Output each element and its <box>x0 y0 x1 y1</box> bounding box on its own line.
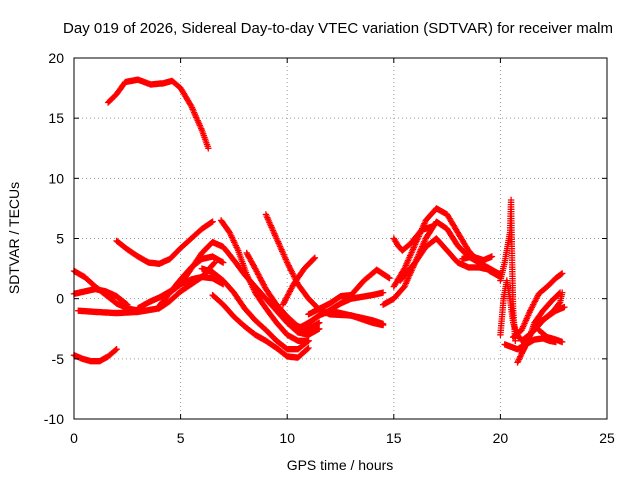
data-point-markers <box>305 266 393 318</box>
data-point-markers <box>217 217 312 344</box>
y-axis-label: SDTVAR / TECUs <box>6 182 22 294</box>
series-track-22 <box>390 223 436 254</box>
series-track-27 <box>510 270 566 341</box>
series-track-10 <box>198 265 312 353</box>
series-track-18 <box>305 266 393 318</box>
data-point-markers <box>535 326 566 346</box>
series-track-02 <box>113 218 216 267</box>
series-track-01 <box>104 76 212 152</box>
y-tick-label: 5 <box>56 231 64 247</box>
data-point-markers <box>113 218 216 267</box>
data-point-markers <box>510 270 566 341</box>
data-point-markers <box>497 196 519 344</box>
series-track-30 <box>518 289 566 344</box>
data-point-markers <box>322 289 387 317</box>
y-tick-label: 10 <box>48 170 64 186</box>
data-point-markers <box>279 254 319 308</box>
series-track-21 <box>397 235 504 284</box>
x-tick-label: 20 <box>493 430 509 446</box>
data-point-markers <box>104 76 212 152</box>
x-tick-label: 0 <box>70 430 78 446</box>
data-point-markers <box>390 223 436 254</box>
x-axis-label: GPS time / hours <box>287 457 394 473</box>
series-track-31 <box>535 326 566 346</box>
data-point-markers <box>518 289 566 344</box>
x-tick-label: 10 <box>279 430 295 446</box>
series-track-11 <box>209 291 312 361</box>
series-track-23 <box>458 253 496 264</box>
data-point-markers <box>198 265 312 353</box>
series-track-24 <box>497 196 519 344</box>
y-tick-label: -10 <box>44 411 64 427</box>
series-track-17 <box>322 289 387 317</box>
series-track-12 <box>217 217 312 344</box>
y-tick-label: 15 <box>48 110 64 126</box>
data-marks <box>70 76 568 366</box>
data-point-markers <box>458 253 496 264</box>
y-tick-label: -5 <box>52 351 65 367</box>
y-tick-label: 0 <box>56 291 64 307</box>
x-tick-label: 5 <box>177 430 185 446</box>
data-point-markers <box>397 235 504 284</box>
y-tick-label: 20 <box>48 50 64 66</box>
x-tick-label: 25 <box>599 430 615 446</box>
axis-ticks: 0 5 10 15 20 25 -10 -5 0 5 10 15 20 <box>44 50 615 446</box>
x-tick-label: 15 <box>386 430 402 446</box>
chart-title: Day 019 of 2026, Sidereal Day-to-day VTE… <box>63 20 613 37</box>
data-point-markers <box>209 291 312 361</box>
series-track-16 <box>279 254 319 308</box>
